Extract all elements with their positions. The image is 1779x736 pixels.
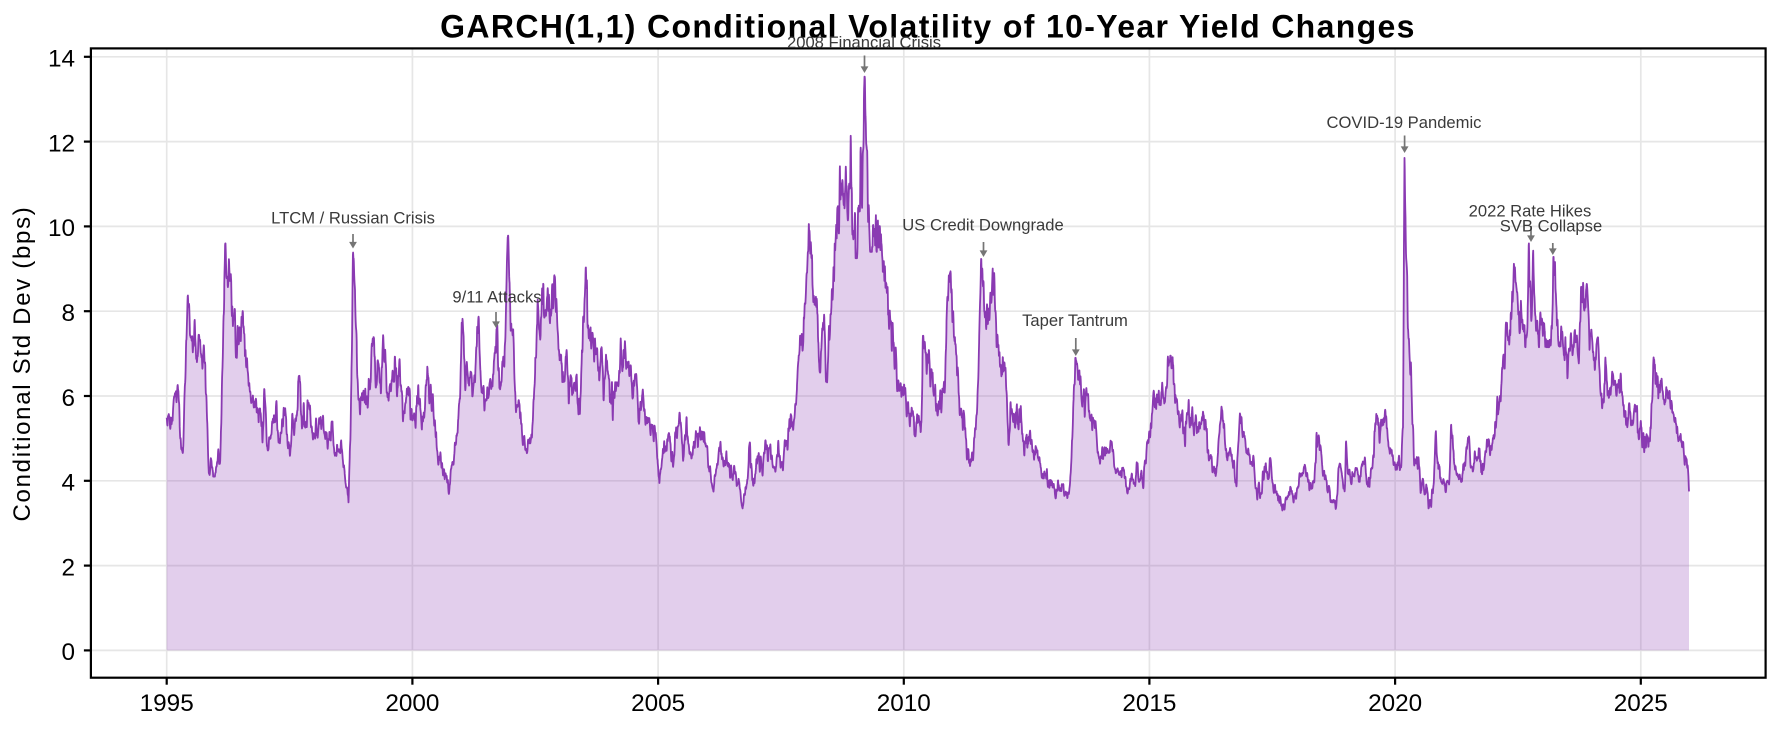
svg-text:2015: 2015	[1122, 690, 1176, 717]
svg-text:2000: 2000	[385, 690, 439, 717]
svg-text:2005: 2005	[631, 690, 685, 717]
svg-text:SVB Collapse: SVB Collapse	[1500, 217, 1602, 236]
svg-text:8: 8	[61, 300, 75, 327]
svg-text:US Credit Downgrade: US Credit Downgrade	[902, 216, 1063, 235]
svg-text:2: 2	[61, 554, 75, 581]
svg-text:14: 14	[48, 46, 75, 73]
svg-text:6: 6	[61, 385, 75, 412]
svg-text:1995: 1995	[140, 690, 194, 717]
svg-text:2008 Financial Crisis: 2008 Financial Crisis	[787, 33, 941, 52]
svg-text:10: 10	[48, 215, 75, 242]
svg-text:COVID-19 Pandemic: COVID-19 Pandemic	[1327, 113, 1482, 132]
svg-text:2022 Rate Hikes: 2022 Rate Hikes	[1469, 202, 1592, 221]
svg-text:9/11 Attacks: 9/11 Attacks	[452, 288, 541, 307]
svg-text:Conditional Std Dev (bps): Conditional Std Dev (bps)	[9, 206, 36, 522]
svg-text:2025: 2025	[1614, 690, 1668, 717]
svg-text:Taper Tantrum: Taper Tantrum	[1022, 311, 1128, 330]
svg-text:2010: 2010	[877, 690, 931, 717]
svg-text:LTCM / Russian Crisis: LTCM / Russian Crisis	[271, 209, 435, 228]
svg-text:GARCH(1,1) Conditional Volatil: GARCH(1,1) Conditional Volatility of 10-…	[440, 9, 1416, 45]
svg-text:12: 12	[48, 130, 75, 157]
svg-text:0: 0	[61, 639, 75, 666]
svg-text:2020: 2020	[1368, 690, 1422, 717]
svg-text:4: 4	[61, 470, 75, 497]
